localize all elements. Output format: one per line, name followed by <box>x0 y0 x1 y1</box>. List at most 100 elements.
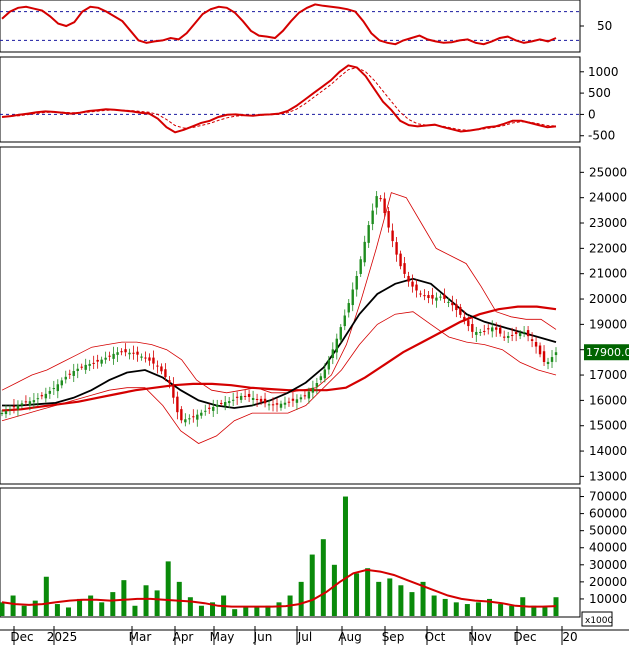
candle-body <box>40 395 44 397</box>
volume-bar <box>442 598 448 616</box>
candle-body <box>100 359 103 364</box>
x-axis-label: Mar <box>129 630 152 644</box>
candle-body <box>96 359 99 362</box>
candle-body <box>212 406 215 411</box>
volume-bar <box>342 496 348 616</box>
volume-bar <box>243 607 249 616</box>
price-y-tick-label: 13000 <box>589 469 627 483</box>
candle-body <box>459 306 462 315</box>
candle-body <box>495 327 498 330</box>
candle-body <box>267 404 271 406</box>
candle-body <box>52 388 56 390</box>
x-axis: Dec 2025 Mar Apr May Jun Jul Aug Sep Oct Nov Dec 20 <box>0 626 629 645</box>
volume-bar <box>0 602 5 616</box>
candle-body <box>351 289 354 306</box>
candle-body <box>108 355 111 357</box>
price-y-tick-label: 21000 <box>589 267 627 281</box>
candle-body <box>379 198 382 200</box>
candle-body <box>184 419 187 423</box>
candle-body <box>144 357 147 359</box>
candle-body <box>16 405 20 410</box>
candle-body <box>367 225 370 243</box>
last-price-tag <box>584 344 629 361</box>
x-axis-label: Oct <box>425 630 446 644</box>
candle-body <box>447 301 450 303</box>
candle-body <box>502 336 506 338</box>
candle-body <box>8 409 12 411</box>
candle-body <box>124 349 127 353</box>
volume-bar <box>464 604 470 616</box>
candle-body <box>56 384 59 392</box>
candle-body <box>188 418 191 420</box>
volume-bar <box>453 602 459 616</box>
macd-y-tick-label: 500 <box>588 86 611 100</box>
volume-bar <box>65 607 71 616</box>
candle-body <box>419 293 422 295</box>
candle-body <box>335 338 338 353</box>
candle-body <box>295 399 299 403</box>
volume-unit-box <box>581 611 613 627</box>
volume-bar <box>276 602 282 616</box>
price-y-tick-label: 20000 <box>589 292 627 306</box>
candle-body <box>411 281 414 287</box>
candle-body <box>243 395 247 397</box>
x-axis-label: Sep <box>382 630 405 644</box>
candle-body <box>307 391 311 399</box>
volume-panel: 70000 60000 50000 40000 30000 20000 10000 x1000 <box>0 487 627 627</box>
candle-body <box>483 330 486 332</box>
x-axis-label: 2025 <box>47 630 78 644</box>
candle-body <box>387 211 390 228</box>
volume-bar <box>187 597 193 616</box>
volume-bar <box>176 581 182 616</box>
volume-unit-label: x1000 <box>585 616 614 626</box>
volume-bar <box>232 609 238 616</box>
macd-y-tick-label: 1000 <box>588 65 619 79</box>
candle-body <box>172 384 175 398</box>
bollinger-lower-band <box>1 311 557 444</box>
candle-body <box>104 357 107 360</box>
candle-body <box>259 398 263 402</box>
candle-body <box>239 395 243 400</box>
volume-bar <box>475 602 481 616</box>
volume-bar <box>265 605 271 616</box>
candle-body <box>223 402 227 407</box>
candle-body <box>499 327 502 334</box>
candle-body <box>72 371 75 376</box>
macd-y-tick-label: 0 <box>588 107 596 121</box>
volume-bar <box>542 607 548 616</box>
candle-body <box>28 401 32 406</box>
volume-bar <box>509 605 515 616</box>
candle-body <box>84 364 87 370</box>
candle-body <box>510 334 514 336</box>
candle-body <box>506 335 510 338</box>
candle-body <box>526 330 530 337</box>
candle-body <box>443 294 446 299</box>
candle-body <box>227 401 231 404</box>
volume-y-tick-label: 50000 <box>589 524 627 538</box>
price-y-tick-label: 15000 <box>589 419 627 433</box>
candle-body <box>299 397 303 400</box>
candle-body <box>339 327 342 340</box>
volume-bar <box>198 605 204 616</box>
candle-body <box>196 414 199 420</box>
volume-bar <box>531 605 537 616</box>
candle-body <box>363 241 366 263</box>
candle-body <box>550 357 554 362</box>
volume-bar <box>165 561 171 616</box>
volume-bar <box>409 592 415 616</box>
candle-body <box>415 284 418 291</box>
x-axis-label: Nov <box>468 630 491 644</box>
candle-body <box>120 351 123 353</box>
volume-bar <box>121 580 127 616</box>
volume-bar <box>99 602 105 616</box>
candle-body <box>303 395 307 397</box>
candle-body <box>80 366 83 368</box>
volume-bar <box>10 595 16 616</box>
bollinger-upper-band <box>1 192 557 394</box>
candle-body <box>156 365 159 367</box>
candle-body <box>204 410 207 412</box>
candle-body <box>479 331 482 333</box>
candle-body <box>331 349 335 358</box>
candle-body <box>403 263 406 274</box>
candle-body <box>355 275 358 290</box>
